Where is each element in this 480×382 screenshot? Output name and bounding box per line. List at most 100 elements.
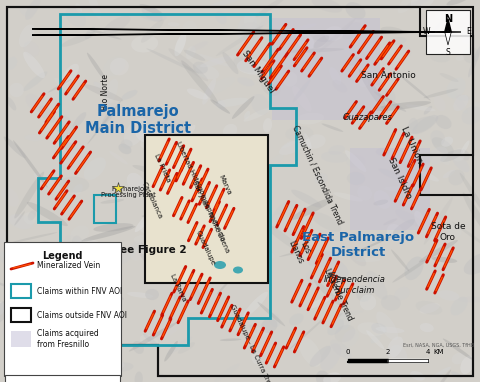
Ellipse shape (435, 115, 452, 129)
Ellipse shape (0, 302, 5, 315)
Ellipse shape (300, 286, 312, 296)
Ellipse shape (279, 139, 305, 155)
Ellipse shape (45, 282, 77, 296)
Ellipse shape (23, 71, 48, 91)
Ellipse shape (240, 248, 275, 261)
Ellipse shape (121, 90, 138, 100)
Ellipse shape (23, 52, 45, 78)
Ellipse shape (180, 125, 195, 144)
Ellipse shape (100, 284, 124, 300)
Ellipse shape (474, 130, 480, 141)
Ellipse shape (329, 67, 341, 85)
Ellipse shape (13, 140, 48, 188)
Ellipse shape (26, 249, 41, 264)
Ellipse shape (332, 80, 347, 93)
Ellipse shape (279, 248, 314, 257)
Ellipse shape (189, 211, 204, 227)
Ellipse shape (24, 134, 44, 141)
Ellipse shape (421, 172, 439, 181)
Ellipse shape (248, 219, 271, 245)
Ellipse shape (141, 11, 167, 21)
Ellipse shape (9, 83, 24, 97)
Ellipse shape (24, 212, 36, 225)
Ellipse shape (322, 123, 343, 132)
Text: Legend: Legend (42, 251, 83, 261)
Ellipse shape (59, 358, 71, 377)
Ellipse shape (182, 21, 197, 36)
Ellipse shape (141, 105, 160, 124)
Ellipse shape (304, 133, 312, 149)
Ellipse shape (453, 95, 468, 111)
Ellipse shape (344, 29, 368, 55)
Ellipse shape (14, 211, 25, 225)
Ellipse shape (86, 28, 121, 40)
Ellipse shape (19, 24, 35, 47)
Ellipse shape (48, 251, 60, 266)
Ellipse shape (142, 214, 201, 221)
Ellipse shape (232, 96, 254, 119)
Ellipse shape (227, 196, 235, 210)
Ellipse shape (308, 251, 339, 267)
Ellipse shape (314, 280, 341, 305)
Ellipse shape (440, 73, 458, 82)
Ellipse shape (223, 183, 236, 211)
Ellipse shape (72, 236, 83, 253)
Ellipse shape (191, 41, 208, 51)
Ellipse shape (310, 346, 331, 367)
Ellipse shape (374, 91, 406, 112)
Ellipse shape (296, 32, 314, 50)
Text: San Isidro: San Isidro (386, 156, 413, 200)
Ellipse shape (424, 215, 442, 228)
Polygon shape (272, 18, 380, 120)
Ellipse shape (426, 19, 444, 41)
Ellipse shape (342, 329, 359, 347)
Text: Guadalupe: Guadalupe (194, 230, 216, 266)
Ellipse shape (195, 64, 219, 79)
Text: Noche Buena: Noche Buena (206, 211, 230, 253)
Ellipse shape (19, 247, 46, 277)
Ellipse shape (395, 287, 410, 300)
Ellipse shape (306, 265, 340, 283)
Ellipse shape (469, 102, 480, 113)
Ellipse shape (435, 11, 467, 19)
Ellipse shape (201, 148, 242, 165)
Ellipse shape (335, 325, 355, 342)
Ellipse shape (387, 337, 403, 358)
Ellipse shape (240, 23, 262, 39)
Ellipse shape (443, 338, 474, 361)
Ellipse shape (404, 153, 433, 172)
Ellipse shape (374, 190, 391, 209)
Ellipse shape (75, 3, 82, 13)
Text: Independencia: Independencia (198, 193, 226, 243)
Ellipse shape (187, 89, 208, 99)
Ellipse shape (460, 32, 469, 44)
Ellipse shape (105, 302, 123, 315)
Ellipse shape (289, 313, 303, 325)
Ellipse shape (356, 285, 372, 302)
Ellipse shape (432, 257, 457, 263)
Ellipse shape (4, 137, 26, 158)
Ellipse shape (66, 7, 86, 27)
Ellipse shape (0, 300, 11, 324)
Ellipse shape (291, 198, 333, 220)
Bar (426, 10, 470, 54)
Bar (94, 195, 116, 223)
Ellipse shape (358, 322, 385, 336)
Ellipse shape (237, 13, 257, 39)
Polygon shape (32, 29, 461, 35)
Ellipse shape (261, 221, 304, 254)
Ellipse shape (464, 253, 480, 275)
Ellipse shape (287, 48, 344, 53)
Ellipse shape (7, 97, 16, 110)
FancyBboxPatch shape (4, 242, 121, 376)
Ellipse shape (393, 219, 415, 235)
Ellipse shape (293, 79, 311, 102)
Ellipse shape (73, 240, 98, 248)
Ellipse shape (0, 252, 9, 264)
Ellipse shape (398, 74, 431, 100)
Ellipse shape (391, 249, 409, 271)
Ellipse shape (323, 372, 341, 382)
Ellipse shape (223, 124, 237, 137)
Ellipse shape (208, 208, 234, 221)
Ellipse shape (364, 43, 375, 55)
